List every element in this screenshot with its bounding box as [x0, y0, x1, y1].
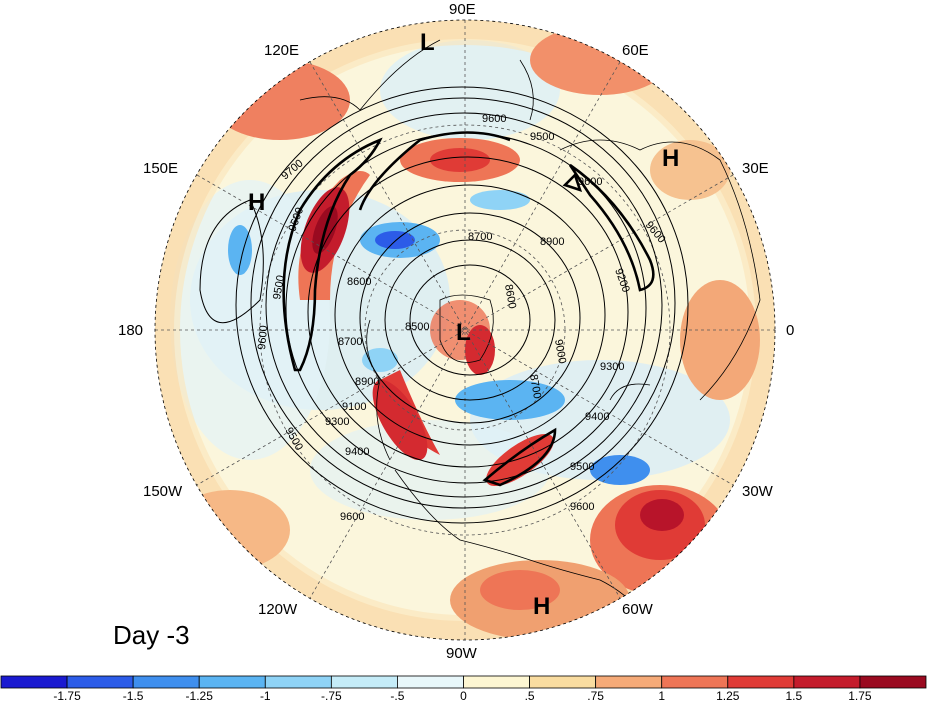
contour-label: 9600 [578, 176, 602, 188]
contour-label: 8600 [502, 283, 518, 309]
contour-label: 9300 [325, 416, 349, 428]
colorbar-swatch [198, 675, 266, 689]
contour-label: 8900 [355, 376, 379, 388]
colorbar-tick-label: -1.5 [123, 689, 144, 702]
contour-label: 9300 [600, 361, 624, 373]
colorbar-swatch [727, 675, 795, 689]
contour-label: 8700 [338, 336, 362, 348]
colorbar-ticks: -1.75 -1.5 -1.25 -1 -.75 -.5 0 .5 .75 1 1.25 1.5 1.7… [53, 689, 872, 702]
contour-label: 8600 [347, 276, 371, 288]
contour-label: 8700 [527, 373, 543, 399]
high-center-label: H [248, 189, 265, 216]
colorbar-tick-label: 1.25 [716, 689, 740, 702]
colorbar-swatch [0, 675, 68, 689]
colorbar-swatch [661, 675, 729, 689]
lon-label-150w: 150W [143, 483, 183, 500]
jet-contours [282, 131, 655, 487]
colorbar-tick-label: -.75 [321, 689, 342, 702]
contour-label: 9000 [552, 338, 568, 364]
map-boundary [154, 19, 776, 641]
colorbar-swatch [264, 675, 332, 689]
colorbar-tick-label: -.5 [390, 689, 404, 702]
contour-label: 8500 [405, 321, 429, 333]
colorbar-tick-label: 1 [658, 689, 665, 702]
lon-label-30e: 30E [742, 160, 769, 177]
colorbar [0, 675, 927, 689]
contour-label: 9600 [340, 511, 364, 523]
contour-label: 9500 [271, 274, 287, 300]
contour-label: 9400 [345, 446, 369, 458]
lon-label-60e: 60E [622, 42, 649, 59]
contour-label: 9600 [570, 501, 594, 513]
lon-label-120e: 120E [264, 42, 299, 59]
colorbar-swatch [330, 675, 398, 689]
contour-label: 9100 [342, 401, 366, 413]
lon-label-90w: 90W [446, 645, 478, 662]
longitude-labels: 90E 60E 30E 0 30W 60W 90W 120W 150W 180 … [118, 1, 794, 662]
contour-label: 9600 [256, 325, 270, 350]
colorbar-swatch [66, 675, 134, 689]
lon-label-30w: 30W [742, 483, 774, 500]
high-center-label: H [533, 593, 550, 620]
colorbar-swatch [793, 675, 861, 689]
lon-label-120w: 120W [258, 601, 298, 618]
colorbar-swatch [529, 675, 597, 689]
colorbar-tick-label: 0 [460, 689, 467, 702]
colorbar-tick-label: 1.5 [786, 689, 803, 702]
lon-label-0: 0 [786, 322, 794, 339]
lon-label-150e: 150E [143, 160, 178, 177]
contour-label: 9400 [585, 411, 609, 423]
colorbar-swatch [463, 675, 530, 689]
low-center-label: L [420, 29, 435, 56]
contour-label: 9500 [570, 461, 594, 473]
graticule [155, 20, 775, 640]
height-contours [199, 86, 689, 524]
colorbar-swatch [132, 675, 200, 689]
colorbar-tick-label: .75 [587, 689, 604, 702]
colorbar-tick-label: -1.25 [186, 689, 214, 702]
colorbar-swatch [595, 675, 663, 689]
contour-label: 9600 [482, 113, 506, 125]
lon-label-60w: 60W [622, 601, 654, 618]
low-center-label: L [456, 319, 471, 346]
contour-label: 8700 [468, 231, 492, 243]
colorbar-tick-label: -1.75 [53, 689, 81, 702]
colorbar-swatch [859, 675, 927, 689]
colorbar-tick-label: .5 [525, 689, 535, 702]
high-center-label: H [662, 145, 679, 172]
pressure-centers: L L H H H [248, 29, 679, 620]
colorbar-tick-label: 1.75 [848, 689, 872, 702]
lon-label-90e: 90E [449, 1, 476, 18]
colorbar-tick-label: -1 [260, 689, 271, 702]
day-label: Day -3 [113, 620, 190, 650]
lon-label-180: 180 [118, 322, 143, 339]
contour-label: 8900 [540, 236, 564, 248]
colorbar-swatch [397, 675, 464, 689]
contour-label: 9500 [530, 131, 554, 143]
